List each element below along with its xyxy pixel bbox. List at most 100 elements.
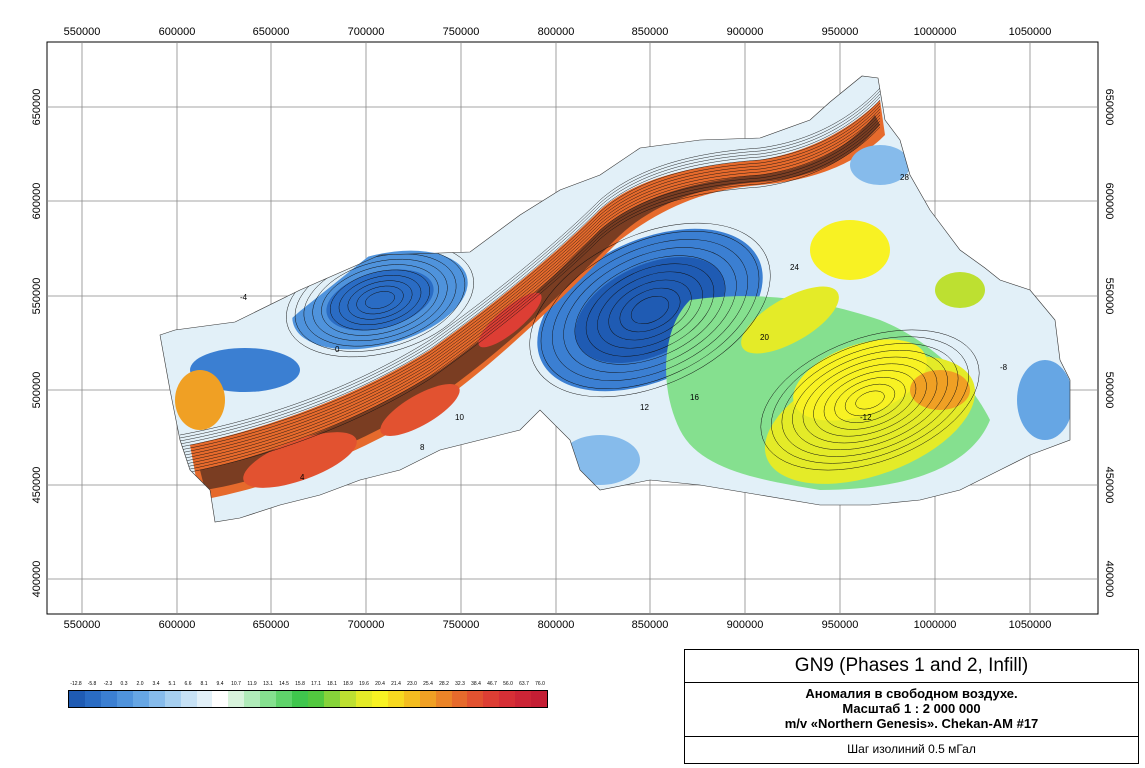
legend-swatch xyxy=(387,691,404,707)
contour-line xyxy=(781,343,959,457)
x-tick-label-bottom: 600000 xyxy=(159,619,196,631)
contour-label: 20 xyxy=(760,333,769,342)
legend-swatch xyxy=(196,691,213,707)
contour-line xyxy=(597,271,703,349)
contour-line xyxy=(608,279,692,341)
legend-value-label: -2.3 xyxy=(103,681,113,687)
legend-value-label: 0.3 xyxy=(120,681,128,687)
legend-value-label: -5.8 xyxy=(87,681,97,687)
contour-label: 28 xyxy=(900,173,909,182)
contour-line xyxy=(356,285,404,315)
x-tick-label-top: 1000000 xyxy=(914,26,957,38)
legend-value-label: 38.4 xyxy=(471,681,481,687)
x-tick-label-bottom: 800000 xyxy=(538,619,575,631)
legend-swatch xyxy=(148,691,165,707)
y-tick-label-left: 500000 xyxy=(31,372,43,409)
y-tick-label-right: 450000 xyxy=(1103,467,1115,504)
contour-line xyxy=(792,350,948,450)
x-tick-label-bottom: 950000 xyxy=(822,619,859,631)
legend-value-label: 19.6 xyxy=(359,681,369,687)
contour-line xyxy=(540,231,760,389)
contour-line xyxy=(844,383,896,417)
x-tick-label-top: 700000 xyxy=(348,26,385,38)
legend-swatch xyxy=(228,691,245,707)
legend-swatch xyxy=(515,691,532,707)
map-title: GN9 (Phases 1 and 2, Infill) xyxy=(685,650,1138,683)
legend-value-label: 21.4 xyxy=(391,681,401,687)
contour-label: 24 xyxy=(790,263,799,272)
x-tick-label-top: 800000 xyxy=(538,26,575,38)
legend-value-label: 25.4 xyxy=(423,681,433,687)
contour-line xyxy=(321,264,439,336)
x-tick-label-bottom: 750000 xyxy=(443,619,480,631)
legend-value-label: 76.0 xyxy=(535,681,545,687)
contour-line xyxy=(179,123,881,472)
contour-line xyxy=(179,96,881,445)
x-tick-label-bottom: 650000 xyxy=(253,619,290,631)
x-tick-label-bottom: 850000 xyxy=(632,619,669,631)
legend-swatch xyxy=(419,691,436,707)
legend-value-label: 10.7 xyxy=(231,681,241,687)
legend-swatch xyxy=(276,691,293,707)
legend-swatch xyxy=(244,691,261,707)
contour-line xyxy=(179,120,881,469)
legend-value-label: 9.4 xyxy=(216,681,224,687)
contour-line xyxy=(338,275,422,325)
x-tick-label-bottom: 700000 xyxy=(348,619,385,631)
legend-swatch xyxy=(212,691,229,707)
legend-swatch xyxy=(467,691,484,707)
anomaly-patch xyxy=(850,145,910,185)
x-tick-label-top: 600000 xyxy=(159,26,196,38)
contour-label: 10 xyxy=(455,413,464,422)
contour-line xyxy=(619,287,681,333)
contour-line xyxy=(179,111,881,460)
contour-line xyxy=(855,390,885,410)
legend-value-label: 17.1 xyxy=(311,681,321,687)
contour-line xyxy=(179,90,881,439)
y-tick-label-right: 600000 xyxy=(1103,183,1115,220)
x-tick-label-top: 900000 xyxy=(727,26,764,38)
legend-swatch xyxy=(100,691,117,707)
legend-colorbar xyxy=(68,690,548,708)
subtitle-line-3: m/v «Northern Genesis». Chekan-AM #17 xyxy=(784,716,1039,731)
legend-value-label: 20.4 xyxy=(375,681,385,687)
contour-lines: -4 0 4 8 10 12 16 20 24 28 -8 -12 xyxy=(179,87,1008,482)
contour-line xyxy=(574,255,726,365)
legend-swatch xyxy=(483,691,500,707)
anomaly-patch xyxy=(935,272,985,308)
legend-value-label: 63.7 xyxy=(519,681,529,687)
legend-value-label: 56.0 xyxy=(503,681,513,687)
legend-swatch xyxy=(292,691,309,707)
anomaly-patch xyxy=(175,370,225,430)
legend-value-label: 6.6 xyxy=(184,681,192,687)
anomaly-patch xyxy=(810,220,890,280)
contour-interval-note: Шаг изолиний 0.5 мГал xyxy=(847,742,976,756)
legend-value-label: 15.8 xyxy=(295,681,305,687)
contour-line xyxy=(179,99,881,448)
legend-swatch xyxy=(371,691,388,707)
contour-line xyxy=(179,105,881,454)
contour-line xyxy=(552,239,748,381)
contour-line xyxy=(179,87,881,436)
contour-line xyxy=(823,370,917,430)
title-block: GN9 (Phases 1 and 2, Infill) Аномалия в … xyxy=(684,649,1139,764)
contour-line xyxy=(529,222,771,398)
y-tick-label-right: 650000 xyxy=(1103,89,1115,126)
y-tick-label-right: 550000 xyxy=(1103,278,1115,315)
contour-label: -4 xyxy=(240,293,248,302)
legend-swatch xyxy=(116,691,133,707)
legend-value-label: 5.1 xyxy=(168,681,176,687)
legend-value-label: 18.1 xyxy=(327,681,337,687)
contour-line xyxy=(585,263,715,357)
legend-swatch xyxy=(499,691,516,707)
legend-swatch xyxy=(403,691,420,707)
legend-labels: -12.8 -5.8 -2.3 0.3 2.0 3.4 5.1 6.6 8.1 9.4 10.7 11… xyxy=(68,681,548,689)
legend-value-label: -12.8 xyxy=(70,681,82,687)
contour-line xyxy=(179,102,881,451)
contour-label: 4 xyxy=(300,473,305,482)
contour-label: -8 xyxy=(1000,363,1008,372)
x-tick-label-top: 1050000 xyxy=(1009,26,1052,38)
y-tick-label-left: 400000 xyxy=(31,561,43,598)
contour-line xyxy=(771,336,969,464)
